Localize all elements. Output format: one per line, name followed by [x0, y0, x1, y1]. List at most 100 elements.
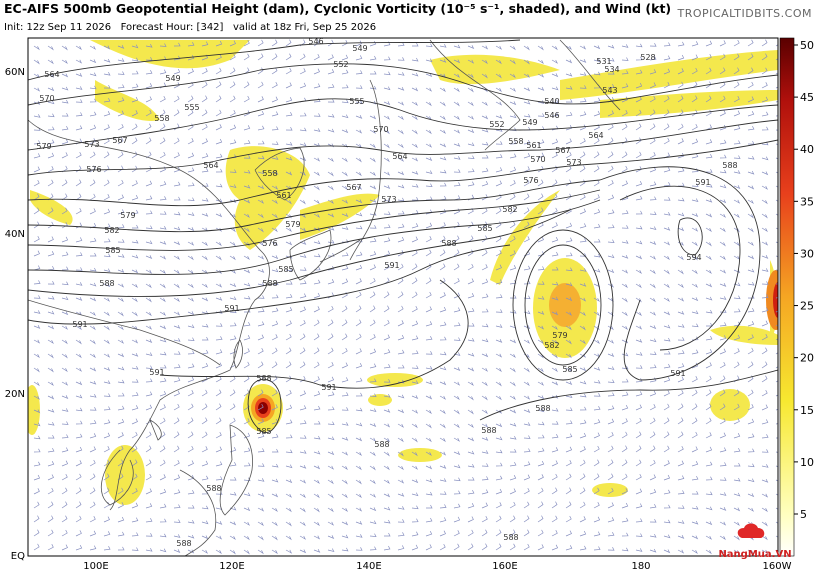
watermark: NangMua.VN [718, 523, 792, 560]
colorbar-tick-label: 30 [800, 247, 814, 260]
vorticity-core [258, 402, 268, 414]
contour-label: 588 [256, 374, 271, 383]
contour-label: 531 [596, 57, 611, 66]
colorbar-tick-label: 15 [800, 404, 814, 417]
contour-label: 582 [502, 205, 517, 214]
contour-label: 567 [555, 146, 570, 155]
watermark-cloud [737, 523, 765, 538]
graticule-labels: 60N 40N 20N EQ 100E 120E 140E 160E 180 160W [5, 67, 792, 572]
contour-label: 576 [86, 165, 101, 174]
colorbar-tick-label: 35 [800, 195, 814, 208]
contour-label: 585 [477, 224, 492, 233]
lon-label: 180 [631, 561, 650, 572]
map-background [28, 38, 778, 556]
contour-label: 591 [149, 368, 164, 377]
map-frame [27, 37, 779, 557]
contour-label: 573 [84, 140, 99, 149]
contour-label: 552 [489, 120, 504, 129]
contour-label: 588 [441, 239, 456, 248]
subtitle: Init: 12z Sep 11 2026 Forecast Hour: [34… [4, 22, 376, 33]
contour-label: 567 [112, 136, 127, 145]
contour-label: 579 [120, 211, 135, 220]
contour-label: 588 [176, 539, 191, 548]
contour-label: 561 [526, 141, 541, 150]
vorticity-core [766, 270, 778, 330]
contour-label: 552 [333, 60, 348, 69]
contour-label: 588 [503, 533, 518, 542]
lon-label: 120E [219, 561, 244, 572]
contour-label: 591 [224, 304, 239, 313]
colorbar-tick-label: 25 [800, 300, 814, 313]
contour-label: 582 [544, 341, 559, 350]
contour-label: 567 [346, 183, 361, 192]
contour-label: 579 [552, 331, 567, 340]
contour-label: 546 [308, 37, 323, 46]
contour-label: 576 [262, 239, 277, 248]
contour-label: 591 [72, 320, 87, 329]
contour-label: 570 [39, 94, 54, 103]
contour-label: 549 [522, 118, 537, 127]
colorbar-ticks: 5 10 15 20 25 30 35 40 45 50 [794, 39, 814, 521]
contour-label: 588 [99, 279, 114, 288]
colorbar-tick-label: 50 [800, 39, 814, 52]
vorticity-core [773, 282, 778, 318]
contour-label: 573 [566, 158, 581, 167]
contour-label: 570 [373, 125, 388, 134]
lat-label: 20N [5, 389, 25, 400]
contour-label: 558 [508, 137, 523, 146]
lon-label: 160E [492, 561, 517, 572]
contour-label: 588 [481, 426, 496, 435]
lon-label: 160W [763, 561, 792, 572]
contour-label: 591 [695, 178, 710, 187]
contour-label: 588 [262, 279, 277, 288]
contour-label: 555 [184, 103, 199, 112]
contour-label: 534 [604, 65, 619, 74]
contour-label: 585 [278, 265, 293, 274]
lat-label: EQ [11, 551, 25, 562]
contour-label: 573 [381, 195, 396, 204]
colorbar-tick-label: 20 [800, 352, 814, 365]
contour-label: 558 [154, 114, 169, 123]
contour-label: 564 [392, 152, 407, 161]
contour-label: 591 [384, 261, 399, 270]
colorbar-tick-label: 10 [800, 456, 814, 469]
contour-label: 558 [262, 169, 277, 178]
contour-label: 570 [530, 155, 545, 164]
vorticity-core [549, 283, 581, 327]
colorbar-tick-label: 45 [800, 91, 814, 104]
contour-label: 588 [206, 484, 221, 493]
contour-label: 585 [105, 246, 120, 255]
lat-label: 40N [5, 229, 25, 240]
contour-label: 585 [562, 365, 577, 374]
contour-label: 546 [544, 111, 559, 120]
contour-label: 528 [640, 53, 655, 62]
barb-field [33, 39, 778, 555]
contour-label: 555 [349, 97, 364, 106]
colorbar-tick-label: 40 [800, 143, 814, 156]
contour-label: 594 [686, 253, 701, 262]
contour-label: 564 [203, 161, 218, 170]
contour-label: 564 [588, 131, 603, 140]
contour-label: 585 [256, 427, 271, 436]
contour-label: 549 [352, 44, 367, 53]
contour-label: 588 [374, 440, 389, 449]
contour-label: 564 [44, 70, 59, 79]
contour-label: 588 [722, 161, 737, 170]
wind-barbs [33, 39, 778, 555]
lon-label: 140E [356, 561, 381, 572]
contour-label: 576 [523, 176, 538, 185]
contour-label: 543 [602, 86, 617, 95]
lat-label: 60N [5, 67, 25, 78]
contour-label: 591 [670, 369, 685, 378]
vorticity-shading [28, 40, 778, 505]
colorbar-tick-label: 5 [800, 508, 807, 521]
title: EC-AIFS 500mb Geopotential Height (dam),… [4, 1, 671, 16]
contour-label: 549 [165, 74, 180, 83]
contour-label: 579 [36, 142, 51, 151]
height-contours [28, 39, 778, 433]
coastlines [28, 39, 621, 556]
contour-label: 588 [535, 404, 550, 413]
